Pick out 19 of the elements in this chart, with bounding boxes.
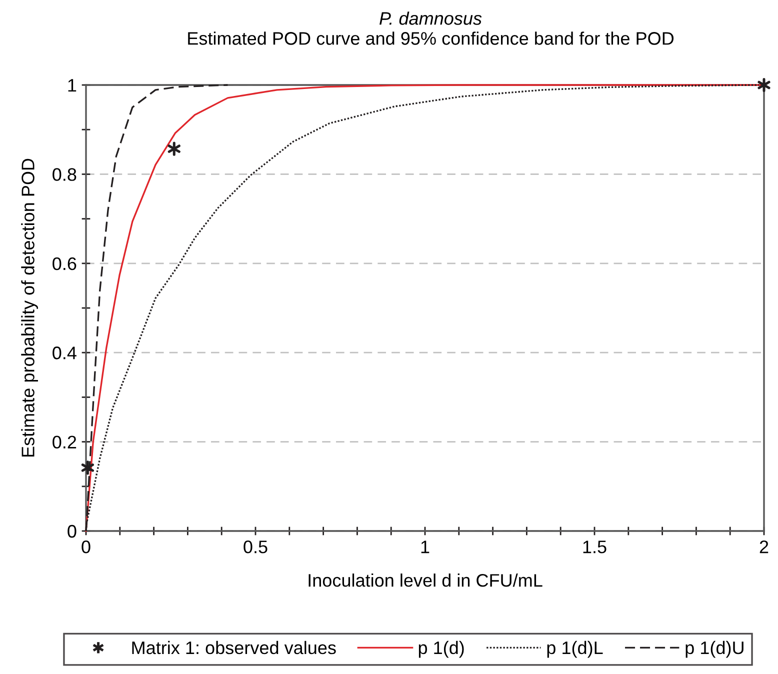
y-tick-label: 0.8 — [52, 168, 76, 181]
y-tick-label: 1 — [68, 79, 76, 92]
y-tick-label: 0.4 — [52, 346, 76, 360]
x-tick-label: 1 — [421, 540, 430, 554]
y-tick-label: 0.2 — [52, 436, 76, 449]
x-axis-title: Inoculation level d in CFU/mL — [308, 574, 542, 587]
legend-label: p 1(d) — [418, 640, 464, 658]
legend-label: Matrix 1: observed values — [132, 640, 336, 654]
x-tick-label: 0 — [82, 540, 90, 554]
y-tick-label: 0 — [68, 524, 76, 538]
chart-subtitle: Estimated POD curve and 95% confidence band for the POD — [188, 32, 674, 45]
legend-label: p 1(d)U — [686, 640, 744, 658]
chart-title: P. damnosus — [380, 12, 482, 25]
legend-label: p 1(d)L — [547, 640, 603, 658]
x-tick-label: 2 — [760, 540, 768, 554]
x-tick-label: 1.5 — [583, 540, 606, 554]
y-axis-title: Estimate probability of detection POD — [21, 158, 38, 457]
y-tick-label: 0.6 — [52, 257, 76, 270]
x-tick-label: 0.5 — [244, 540, 268, 554]
